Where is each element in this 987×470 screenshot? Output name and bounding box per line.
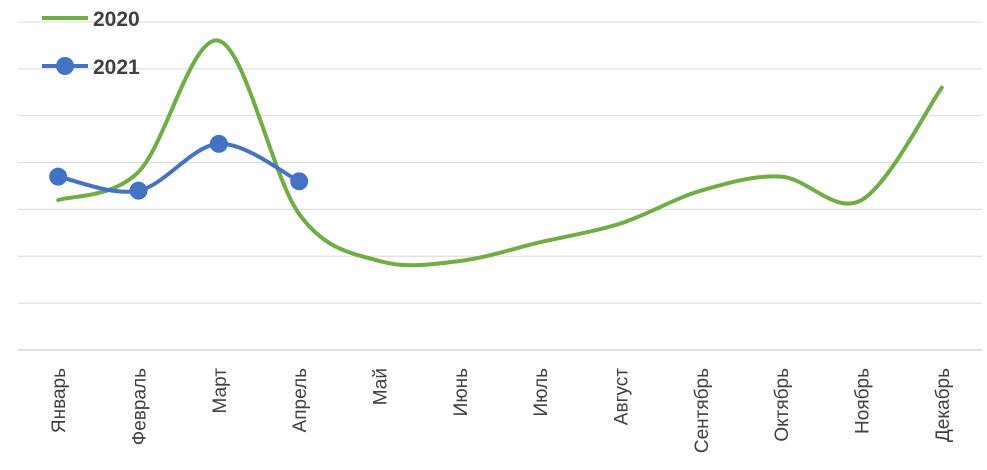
series-2020 xyxy=(56,38,944,268)
data-point-2021 xyxy=(49,167,68,186)
x-tick-label: Октябрь xyxy=(772,368,793,442)
legend-label-2020: 2020 xyxy=(93,8,140,31)
x-tick-label: Февраль xyxy=(130,368,151,445)
legend: 2020 2021 xyxy=(42,8,140,79)
gridlines xyxy=(18,21,982,351)
x-tick-label: Март xyxy=(210,368,231,414)
data-point-2021 xyxy=(129,181,148,200)
x-axis-tick-labels: Январь Февраль Март Апрель Май Июнь Июль Август… xyxy=(49,368,954,453)
x-tick-label: Декабрь xyxy=(933,368,954,442)
x-tick-label: Январь xyxy=(49,368,70,433)
data-point-2021 xyxy=(290,172,309,191)
x-tick-label: Июнь xyxy=(451,368,472,416)
legend-marker-2021 xyxy=(56,57,74,75)
x-tick-label: Ноябрь xyxy=(853,368,874,434)
series-line-2020 xyxy=(56,38,944,268)
series-layer xyxy=(49,38,944,268)
series-2021 xyxy=(49,134,309,200)
x-tick-label: Май xyxy=(371,368,392,405)
legend-label-2021: 2021 xyxy=(93,56,140,79)
series-line-2021 xyxy=(56,141,302,194)
x-tick-label: Август xyxy=(612,368,633,425)
x-tick-label: Сентябрь xyxy=(692,368,713,453)
data-point-2021 xyxy=(209,134,228,153)
x-tick-label: Июль xyxy=(531,368,552,417)
x-tick-label: Апрель xyxy=(290,368,311,433)
